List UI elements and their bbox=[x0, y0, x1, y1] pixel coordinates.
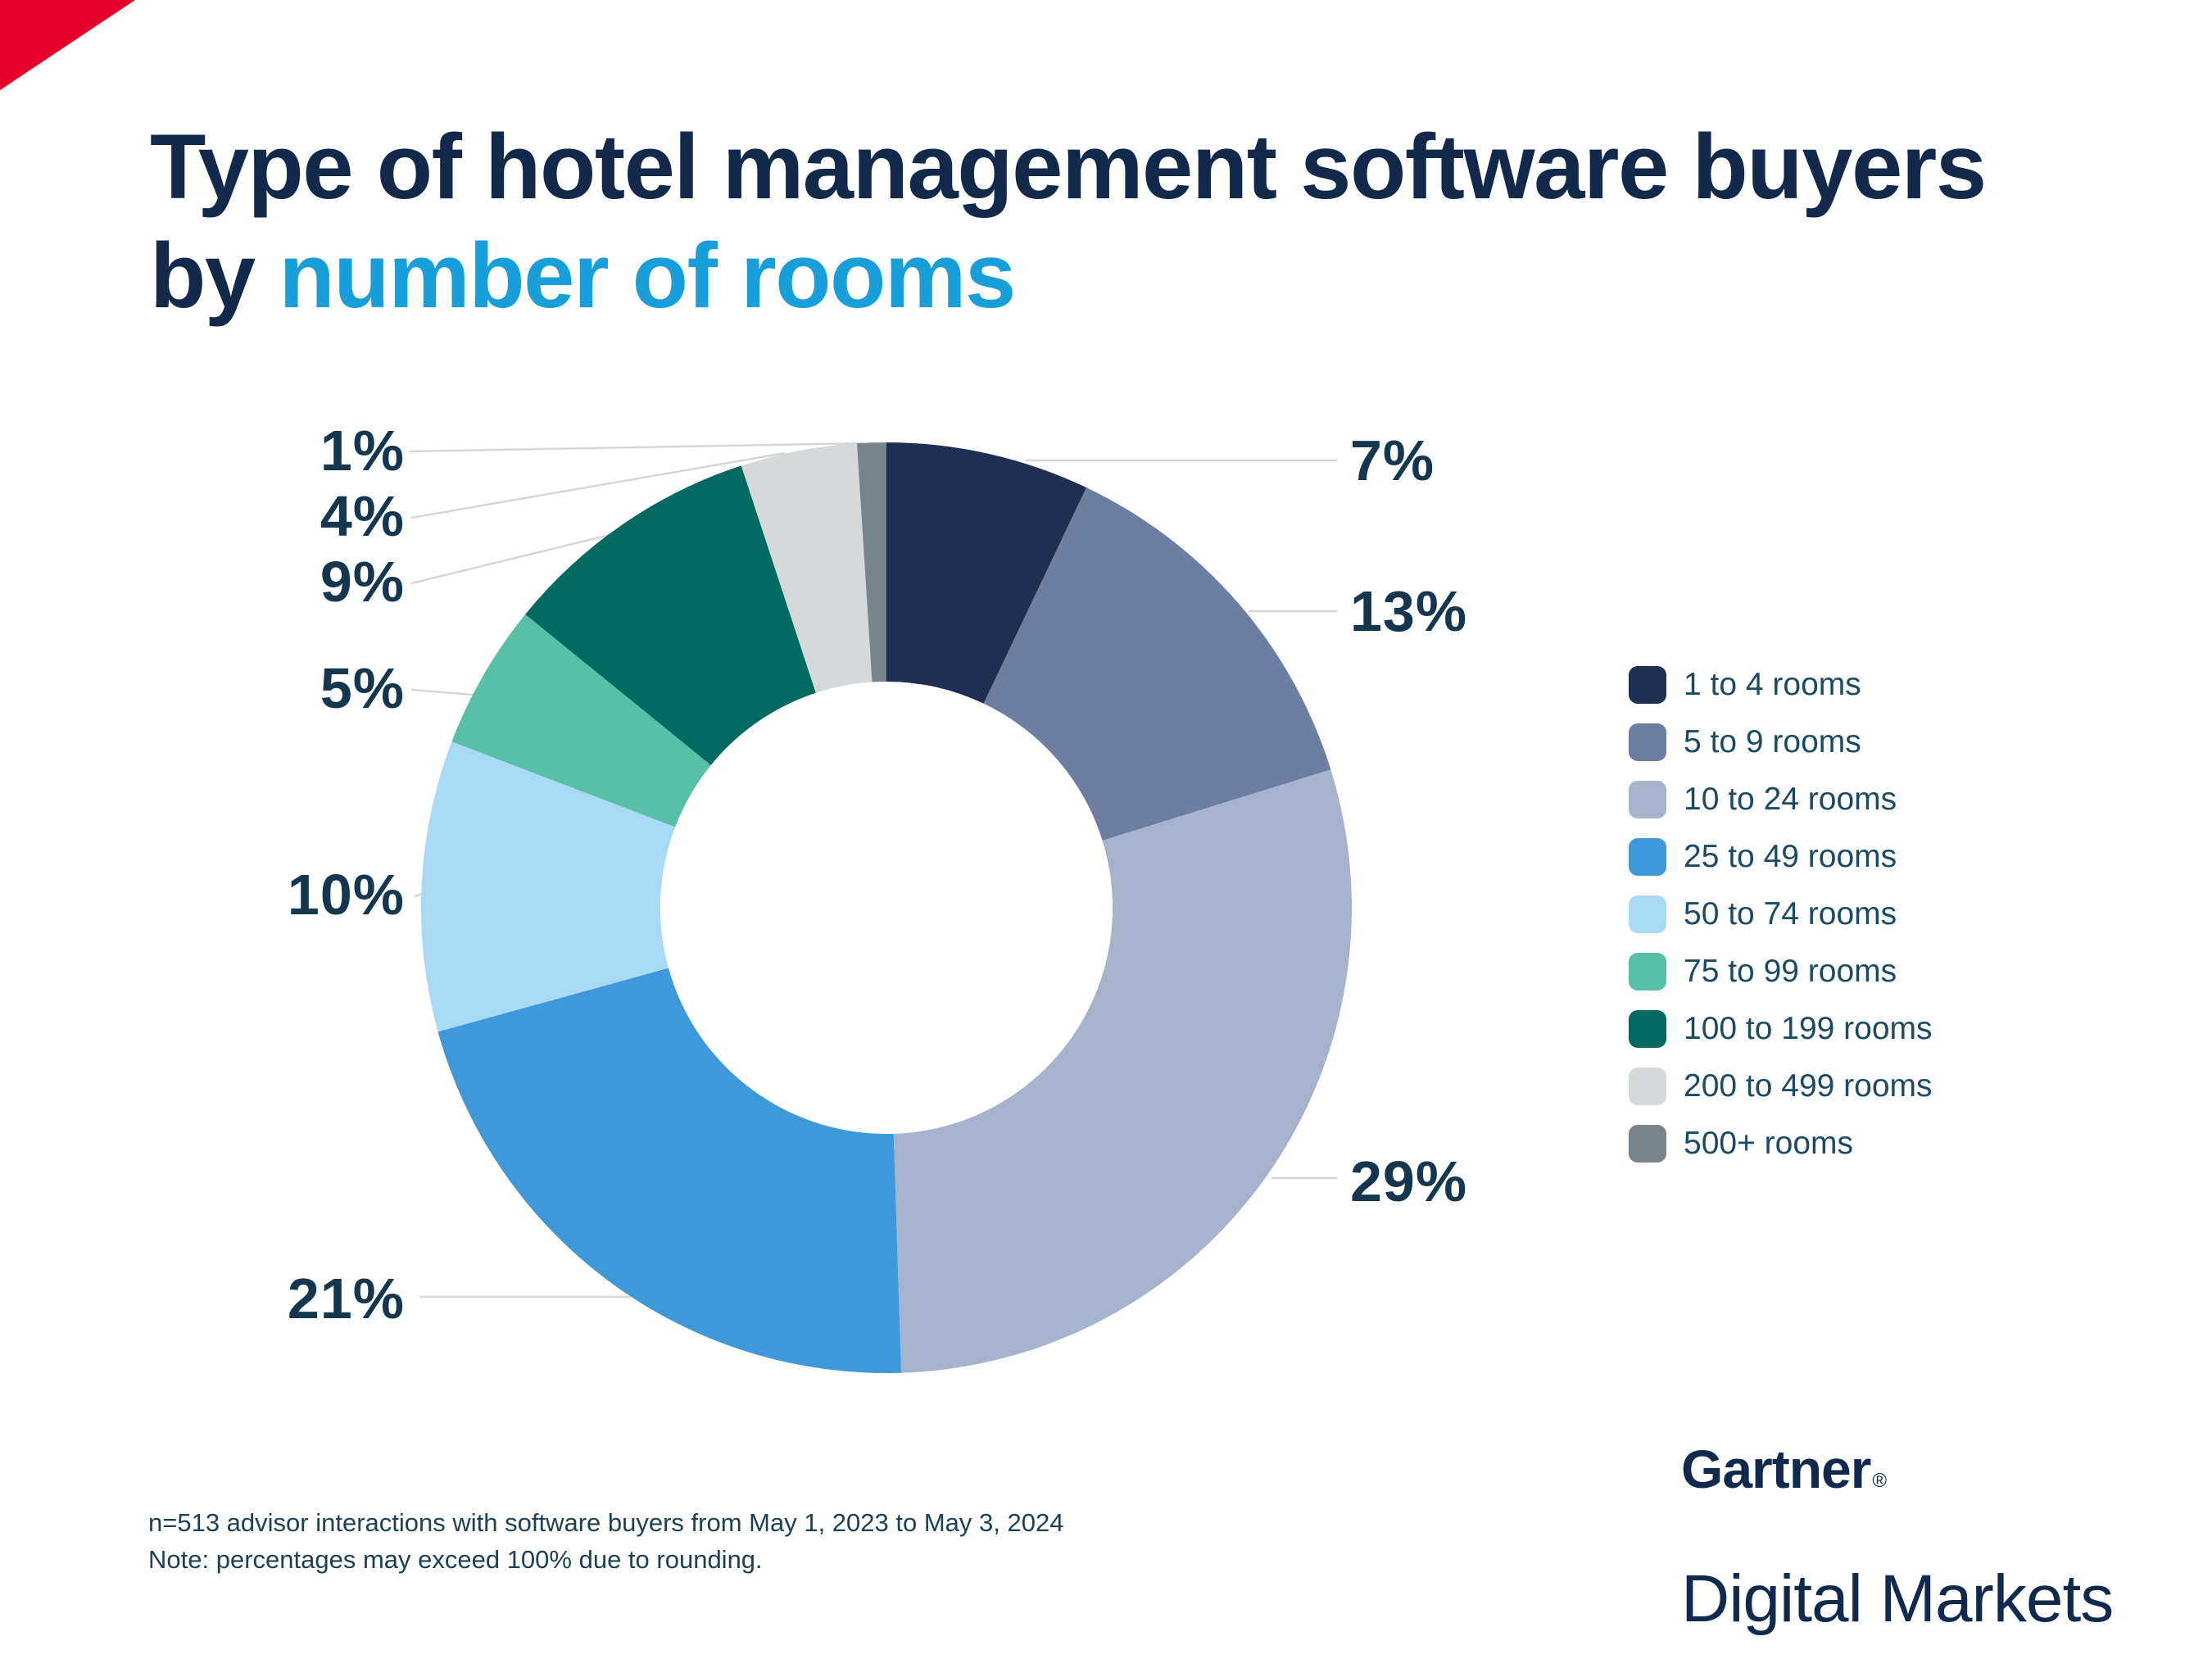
legend-label: 50 to 74 rooms bbox=[1684, 896, 1897, 931]
segment-percent-label-1-to-4-rooms: 7% bbox=[1350, 428, 1435, 492]
legend-item-25-to-49-rooms: 25 to 49 rooms bbox=[1629, 838, 1897, 876]
legend-item-200-to-499-rooms: 200 to 499 rooms bbox=[1629, 1067, 1933, 1105]
leader-line-75-to-99-rooms bbox=[410, 688, 474, 696]
legend-item-1-to-4-rooms: 1 to 4 rooms bbox=[1629, 666, 1861, 704]
gartner-digital-markets-logo: Gartner® Digital Markets bbox=[1681, 1442, 2114, 1636]
legend-label: 75 to 99 rooms bbox=[1684, 954, 1897, 989]
donut-segment-200-to-499-rooms bbox=[741, 443, 873, 693]
legend-swatch-icon bbox=[1629, 1010, 1666, 1048]
legend-item-5-to-9-rooms: 5 to 9 rooms bbox=[1629, 723, 1861, 761]
donut-segment-75-to-99-rooms bbox=[451, 614, 711, 827]
legend-swatch-icon bbox=[1629, 723, 1666, 761]
legend-item-75-to-99-rooms: 75 to 99 rooms bbox=[1629, 953, 1897, 990]
segment-percent-label-5-to-9-rooms: 13% bbox=[1350, 579, 1468, 643]
legend-swatch-icon bbox=[1629, 895, 1666, 933]
legend-swatch-icon bbox=[1629, 666, 1666, 704]
leader-line-200-to-499-rooms bbox=[410, 451, 786, 519]
footnote-sample-size: n=513 advisor interactions with software… bbox=[148, 1508, 1064, 1537]
legend-item-10-to-24-rooms: 10 to 24 rooms bbox=[1629, 781, 1897, 818]
page-title-line2-prefix: by bbox=[150, 224, 279, 327]
donut-segment-5-to-9-rooms bbox=[983, 487, 1331, 841]
donut-segment-10-to-24-rooms bbox=[893, 769, 1352, 1373]
donut-segment-100-to-199-rooms bbox=[525, 465, 816, 765]
legend-swatch-icon bbox=[1629, 1067, 1666, 1105]
segment-percent-label-500+-rooms: 1% bbox=[320, 419, 405, 483]
digital-markets-wordmark: Digital Markets bbox=[1681, 1562, 2114, 1636]
legend-item-500+-rooms: 500+ rooms bbox=[1629, 1125, 1853, 1163]
leader-line-500+-rooms bbox=[409, 442, 865, 453]
legend-label: 5 to 9 rooms bbox=[1684, 724, 1861, 759]
legend-swatch-icon bbox=[1629, 1125, 1666, 1163]
leader-line-100-to-199-rooms bbox=[410, 533, 614, 585]
page-title-line1: Type of hotel management software buyers bbox=[150, 116, 1987, 218]
donut-segment-1-to-4-rooms bbox=[886, 442, 1087, 704]
segment-percent-label-100-to-199-rooms: 9% bbox=[320, 550, 405, 614]
gartner-wordmark: Gartner® bbox=[1681, 1442, 2113, 1508]
legend-label: 10 to 24 rooms bbox=[1684, 782, 1897, 817]
footnote-rounding: Note: percentages may exceed 100% due to… bbox=[148, 1545, 763, 1574]
legend-label: 200 to 499 rooms bbox=[1684, 1068, 1933, 1104]
segment-percent-label-25-to-49-rooms: 21% bbox=[287, 1267, 405, 1330]
legend-item-100-to-199-rooms: 100 to 199 rooms bbox=[1629, 1010, 1933, 1048]
segment-percent-label-75-to-99-rooms: 5% bbox=[320, 656, 405, 720]
segment-percent-label-200-to-499-rooms: 4% bbox=[320, 484, 405, 548]
gartner-wordmark-text: Gartner bbox=[1681, 1439, 1871, 1499]
page-title: Type of hotel management software buyers… bbox=[150, 112, 1987, 330]
legend-swatch-icon bbox=[1629, 838, 1666, 876]
legend-label: 100 to 199 rooms bbox=[1684, 1011, 1933, 1046]
footnotes: n=513 advisor interactions with software… bbox=[148, 1504, 1063, 1578]
registered-trademark-symbol: ® bbox=[1872, 1470, 1887, 1492]
legend-item-50-to-74-rooms: 50 to 74 rooms bbox=[1629, 895, 1897, 933]
donut-segment-25-to-49-rooms bbox=[437, 968, 902, 1373]
segment-percent-label-50-to-74-rooms: 10% bbox=[287, 863, 405, 927]
legend-swatch-icon bbox=[1629, 953, 1666, 990]
page-title-line2-highlight: number of rooms bbox=[279, 224, 1016, 327]
donut-segment-50-to-74-rooms bbox=[420, 741, 676, 1032]
legend-label: 25 to 49 rooms bbox=[1684, 839, 1897, 874]
legend-label: 1 to 4 rooms bbox=[1684, 667, 1861, 702]
legend-swatch-icon bbox=[1629, 781, 1666, 818]
legend-label: 500+ rooms bbox=[1684, 1126, 1854, 1161]
donut-segment-500+-rooms bbox=[856, 442, 886, 682]
segment-percent-label-10-to-24-rooms: 29% bbox=[1350, 1149, 1468, 1213]
